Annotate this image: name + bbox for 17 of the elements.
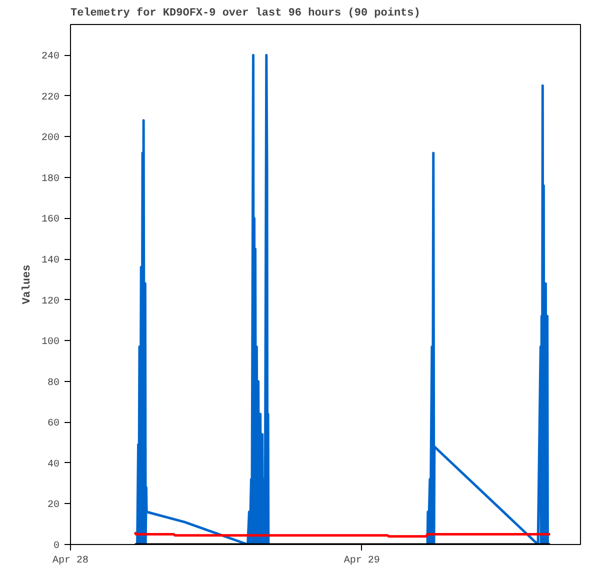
x-tick-label: Apr 29 (344, 556, 380, 566)
y-axis-title: Values (21, 264, 34, 304)
y-tick-label: 60 (48, 418, 60, 430)
chart-title: Telemetry for KD9OFX-9 over last 96 hours (90 points) (70, 6, 420, 20)
y-tick-label: 40 (48, 459, 60, 470)
y-tick-label: 120 (41, 296, 60, 308)
y-tick-label: 220 (41, 92, 60, 104)
y-tick-label: 80 (48, 378, 60, 389)
y-tick-label: 100 (41, 337, 60, 348)
x-tick-label: Apr 28 (52, 556, 89, 566)
y-tick-label: 0 (54, 541, 60, 552)
y-tick-label: 180 (41, 174, 60, 185)
y-tick-label: 20 (48, 500, 60, 512)
y-tick-label: 140 (41, 256, 60, 267)
y-tick-label: 200 (41, 133, 60, 144)
y-tick-label: 160 (41, 214, 60, 226)
y-tick-label: 240 (41, 52, 60, 63)
